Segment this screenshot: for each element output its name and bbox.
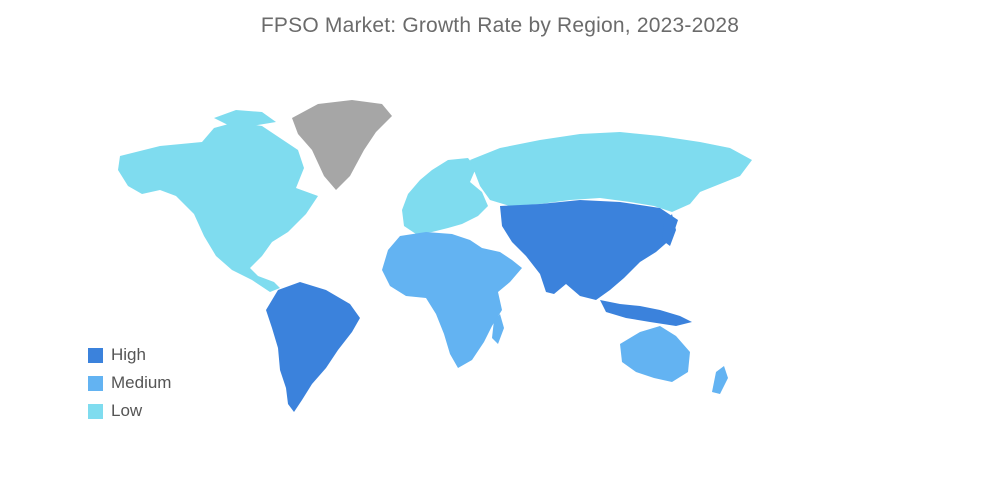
legend-label-high: High [111, 345, 146, 364]
region-australia-nz [712, 366, 728, 394]
region-australia-nz [620, 326, 690, 382]
legend: High Medium Low [88, 341, 171, 425]
legend-item-low: Low [88, 397, 171, 425]
region-asia-pacific [662, 214, 676, 246]
legend-label-low: Low [111, 401, 143, 420]
legend-label-medium: Medium [111, 373, 172, 392]
legend-swatch-low [88, 403, 103, 419]
region-russia [470, 132, 752, 212]
legend-swatch-medium [88, 375, 103, 391]
region-europe [402, 158, 488, 234]
map-title: FPSO Market: Growth Rate by Region, 2023… [260, 14, 740, 37]
region-middle-east-africa [492, 314, 504, 344]
legend-item-high: High [88, 341, 171, 369]
region-asia-pacific [600, 300, 692, 326]
legend-swatch-high [88, 347, 103, 363]
region-north-america [118, 122, 318, 292]
legend-item-medium: Medium [88, 369, 171, 397]
region-north-america [214, 110, 276, 126]
region-greenland [292, 100, 392, 190]
region-asia-pacific [500, 200, 678, 300]
region-middle-east-africa [382, 232, 522, 368]
region-south-america [266, 282, 360, 412]
